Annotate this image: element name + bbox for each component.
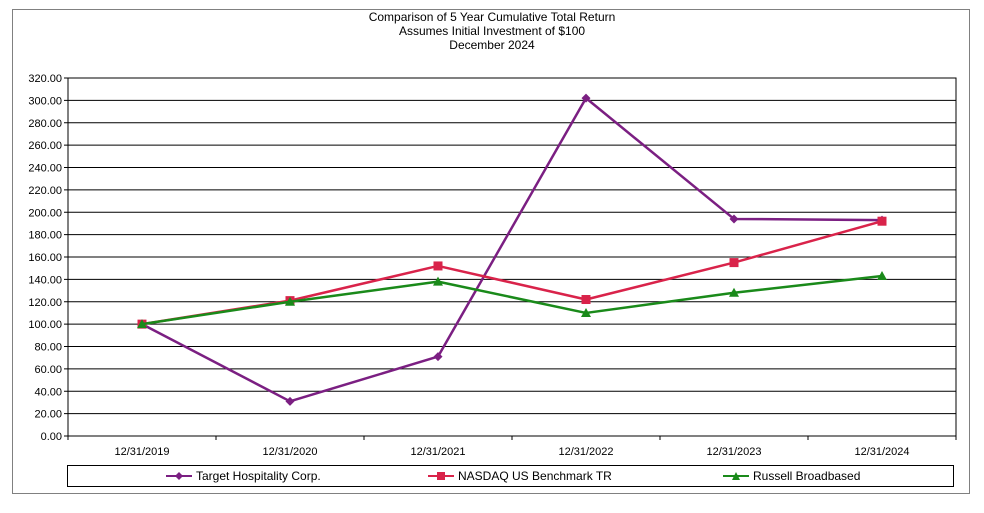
legend-item-target-hospitality: Target Hospitality Corp.	[166, 466, 321, 486]
data-point	[433, 261, 443, 271]
chart-title: Comparison of 5 Year Cumulative Total Re…	[368, 10, 616, 24]
data-point	[581, 295, 591, 305]
series-layer	[137, 93, 887, 406]
data-point	[433, 352, 443, 362]
data-point	[581, 307, 591, 317]
x-tick-label: 12/31/2024	[854, 446, 909, 458]
y-tick-label: 100.00	[28, 319, 62, 331]
legend-item-nasdaq: NASDAQ US Benchmark TR	[428, 466, 612, 486]
y-tick-label: 140.00	[28, 274, 62, 286]
data-point	[581, 93, 591, 103]
chart-title-block: Comparison of 5 Year Cumulative Total Re…	[0, 10, 984, 52]
x-tick-label: 12/31/2023	[706, 446, 761, 458]
x-tick-label: 12/31/2019	[114, 446, 169, 458]
y-tick-label: 200.00	[28, 207, 62, 219]
axis-layer: 0.00 20.00 40.00 60.00 80.00 100.00 120.00 140.…	[28, 73, 957, 458]
legend-marker-diamond	[166, 472, 192, 480]
data-point	[285, 396, 295, 406]
y-tick-label: 80.00	[34, 342, 62, 354]
y-tick-label: 0.00	[41, 431, 62, 443]
y-tick-label: 260.00	[28, 140, 62, 152]
data-point	[729, 287, 739, 297]
data-point	[137, 319, 147, 329]
y-tick-label: 240.00	[28, 163, 62, 175]
x-tick-label: 12/31/2020	[262, 446, 317, 458]
legend-marker-square	[428, 472, 454, 480]
y-tick-label: 40.00	[34, 386, 62, 398]
series-line-0	[141, 96, 883, 403]
data-point	[877, 271, 887, 281]
y-tick-label: 160.00	[28, 252, 62, 264]
data-point	[877, 216, 887, 226]
x-tick-label: 12/31/2022	[558, 446, 613, 458]
y-tick-label: 320.00	[28, 73, 62, 85]
y-tick-label: 300.00	[28, 95, 62, 107]
legend-label: Target Hospitality Corp.	[196, 469, 321, 483]
data-point	[729, 214, 739, 224]
legend-label: NASDAQ US Benchmark TR	[458, 469, 612, 483]
y-tick-label: 60.00	[34, 364, 62, 376]
chart-subtitle-2: December 2024	[449, 38, 535, 52]
y-tick-label: 280.00	[28, 118, 62, 130]
chart-subtitle-1: Assumes Initial Investment of $100	[398, 24, 586, 38]
x-tick-label: 12/31/2021	[410, 446, 465, 458]
data-point	[433, 276, 443, 286]
series-line-1	[141, 219, 883, 326]
y-tick-label: 220.00	[28, 185, 62, 197]
legend-label: Russell Broadbased	[753, 469, 861, 483]
y-tick-label: 120.00	[28, 297, 62, 309]
legend: Target Hospitality Corp. NASDAQ US Bench…	[67, 465, 954, 487]
y-tick-label: 180.00	[28, 230, 62, 242]
data-point	[285, 296, 295, 306]
grid-layer	[68, 77, 956, 437]
legend-marker-triangle	[723, 472, 749, 480]
y-tick-label: 20.00	[34, 409, 62, 421]
series-line-2	[141, 274, 883, 326]
data-point	[729, 258, 739, 268]
legend-item-russell: Russell Broadbased	[723, 466, 860, 486]
